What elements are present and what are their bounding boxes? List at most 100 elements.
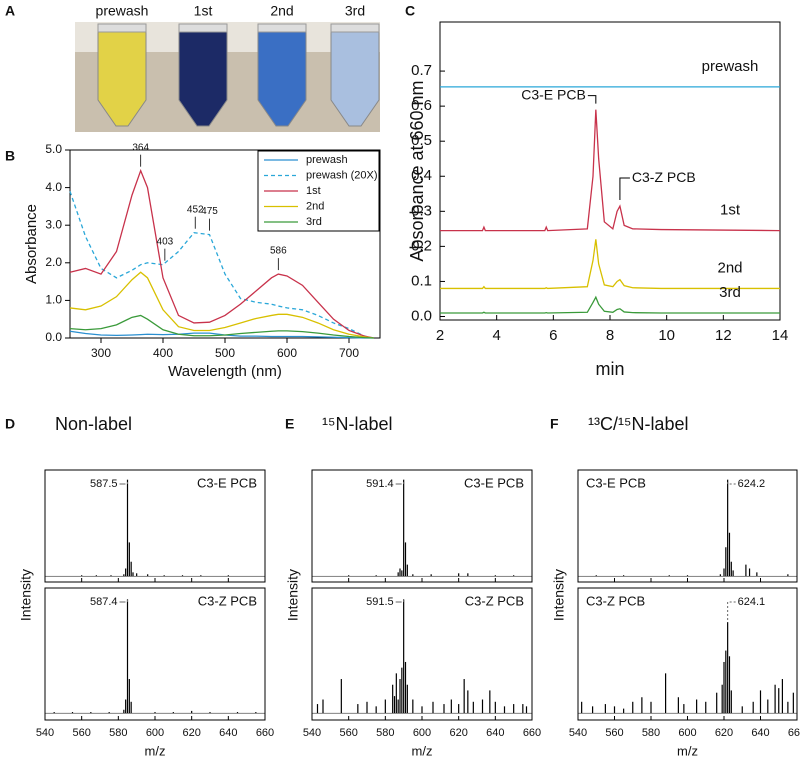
x-tick-label: 640 xyxy=(751,727,769,739)
y-axis-label: Intensity xyxy=(18,569,34,621)
x-tick-label: 400 xyxy=(153,346,173,360)
series-label: 2nd xyxy=(717,259,742,276)
x-tick-label: 8 xyxy=(606,327,614,344)
annotation-leader xyxy=(587,95,597,104)
x-axis-label: m/z xyxy=(412,743,433,758)
x-tick-label: 10 xyxy=(658,327,675,344)
y-tick-label: 5.0 xyxy=(45,142,62,156)
subplot-label: C3-E PCB xyxy=(464,475,524,490)
annotation-leader xyxy=(119,599,128,603)
x-tick-label: 12 xyxy=(715,327,732,344)
x-tick-label: 6 xyxy=(549,327,557,344)
legend-label: 3rd xyxy=(306,216,322,228)
tube-rim xyxy=(257,23,307,33)
annotation-leader xyxy=(395,599,405,603)
tube-label: 2nd xyxy=(270,3,293,19)
x-tick-label: 14 xyxy=(772,327,789,344)
x-tick-label: 4 xyxy=(492,327,500,344)
panel-letter: A xyxy=(5,3,15,19)
legend-label: prewash (20X) xyxy=(306,169,378,181)
x-tick-label: 580 xyxy=(376,727,394,739)
x-axis-label: m/z xyxy=(677,743,698,758)
y-tick-label: 0.6 xyxy=(411,97,432,114)
x-axis-label: m/z xyxy=(145,743,166,758)
tube-label: 3rd xyxy=(345,3,365,19)
series-line xyxy=(440,109,781,232)
x-tick-label: 600 xyxy=(277,346,297,360)
annotation-leader xyxy=(395,479,405,485)
tube-rim xyxy=(178,23,228,33)
annotation-leader xyxy=(727,479,736,485)
annotation: 624.1 xyxy=(738,596,766,608)
x-tick-label: 600 xyxy=(413,727,431,739)
x-axis-label: min xyxy=(595,359,624,379)
annotation: 452 xyxy=(187,204,204,215)
y-tick-label: 2.0 xyxy=(45,255,62,269)
y-axis-label: Intensity xyxy=(285,569,301,621)
subplot-label: C3-Z PCB xyxy=(465,593,524,608)
series-label: 1st xyxy=(720,202,741,219)
annotation: 403 xyxy=(157,236,174,247)
y-tick-label: 0.5 xyxy=(411,132,432,149)
legend-label: 1st xyxy=(306,185,321,197)
x-tick-label: 500 xyxy=(215,346,235,360)
tube-rim xyxy=(97,23,147,33)
annotation-leader xyxy=(619,177,630,201)
x-tick-label: 660 xyxy=(523,727,541,739)
x-tick-label: 620 xyxy=(715,727,733,739)
y-axis-label: Absorbance xyxy=(23,204,40,284)
tube-rim xyxy=(330,23,380,33)
series-line xyxy=(69,168,374,339)
series-line xyxy=(69,191,374,339)
series-line xyxy=(440,239,780,290)
x-tick-label: 560 xyxy=(72,727,90,739)
x-axis-label: Wavelength (nm) xyxy=(168,363,282,380)
tube-label: prewash xyxy=(96,3,149,19)
series-line xyxy=(440,295,780,314)
tube-label: 1st xyxy=(194,3,213,19)
x-tick-label: 560 xyxy=(339,727,357,739)
x-tick-label: 2 xyxy=(436,327,444,344)
legend-label: 2nd xyxy=(306,200,324,212)
annotation: 624.2 xyxy=(738,478,766,490)
subplot-label: C3-E PCB xyxy=(197,475,257,490)
panel-letter: F xyxy=(550,416,559,432)
y-tick-label: 4.0 xyxy=(45,180,62,194)
panel-letter: E xyxy=(285,416,294,432)
series-line xyxy=(69,314,374,339)
panel-title: Non-label xyxy=(55,414,132,434)
panel-letter: C xyxy=(405,3,415,19)
x-tick-label: 600 xyxy=(146,727,164,739)
x-tick-label: 600 xyxy=(678,727,696,739)
annotation: 475 xyxy=(201,206,218,217)
series-line xyxy=(69,271,374,339)
x-tick-label: 620 xyxy=(182,727,200,739)
x-tick-label: 580 xyxy=(109,727,127,739)
annotation: 591.4 xyxy=(366,478,394,490)
x-tick-label: 560 xyxy=(605,727,623,739)
y-tick-label: 0.0 xyxy=(45,330,62,344)
x-tick-label: 660 xyxy=(256,727,274,739)
series-label: 3rd xyxy=(719,284,741,301)
x-tick-label: 540 xyxy=(36,727,54,739)
annotation: 587.5 xyxy=(90,478,118,490)
x-tick-label: 540 xyxy=(569,727,587,739)
panel-letter: D xyxy=(5,416,15,432)
annotation: C3-E PCB xyxy=(521,86,586,102)
x-tick-label: 620 xyxy=(449,727,467,739)
subplot-label: C3-Z PCB xyxy=(586,593,645,608)
y-tick-label: 0.4 xyxy=(411,167,432,184)
annotation: 364 xyxy=(132,142,149,153)
annotation-leader xyxy=(727,601,736,623)
y-tick-label: 3.0 xyxy=(45,217,62,231)
y-tick-label: 1.0 xyxy=(45,293,62,307)
x-tick-label: 300 xyxy=(91,346,111,360)
x-tick-label: 640 xyxy=(486,727,504,739)
subplot-label: C3-Z PCB xyxy=(198,593,257,608)
panel-title: ¹⁵N-label xyxy=(322,414,392,434)
panel-letter: B xyxy=(5,148,15,164)
y-tick-label: 0.1 xyxy=(411,272,432,289)
y-tick-label: 0.7 xyxy=(411,62,432,79)
subplot-label: C3-E PCB xyxy=(586,475,646,490)
